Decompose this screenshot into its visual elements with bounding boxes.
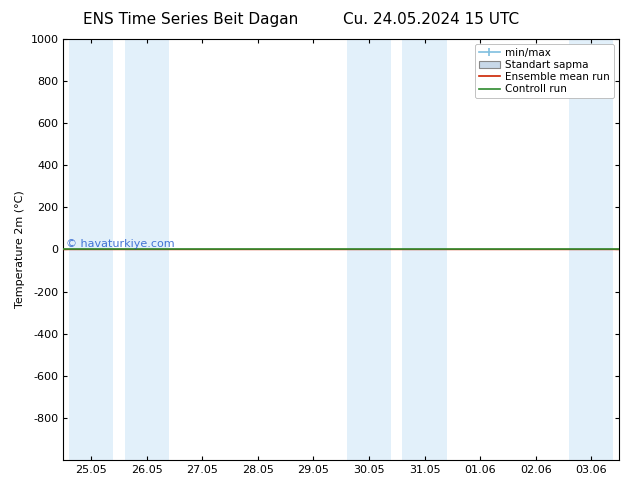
Bar xyxy=(403,39,447,460)
Legend: min/max, Standart sapma, Ensemble mean run, Controll run: min/max, Standart sapma, Ensemble mean r… xyxy=(475,44,614,98)
Bar xyxy=(69,39,113,460)
Bar xyxy=(347,39,391,460)
Y-axis label: Temperature 2m (°C): Temperature 2m (°C) xyxy=(15,191,25,308)
Text: © havaturkiye.com: © havaturkiye.com xyxy=(66,240,175,249)
Text: ENS Time Series Beit Dagan: ENS Time Series Beit Dagan xyxy=(82,12,298,27)
Bar xyxy=(569,39,614,460)
Bar xyxy=(124,39,169,460)
Text: Cu. 24.05.2024 15 UTC: Cu. 24.05.2024 15 UTC xyxy=(343,12,519,27)
